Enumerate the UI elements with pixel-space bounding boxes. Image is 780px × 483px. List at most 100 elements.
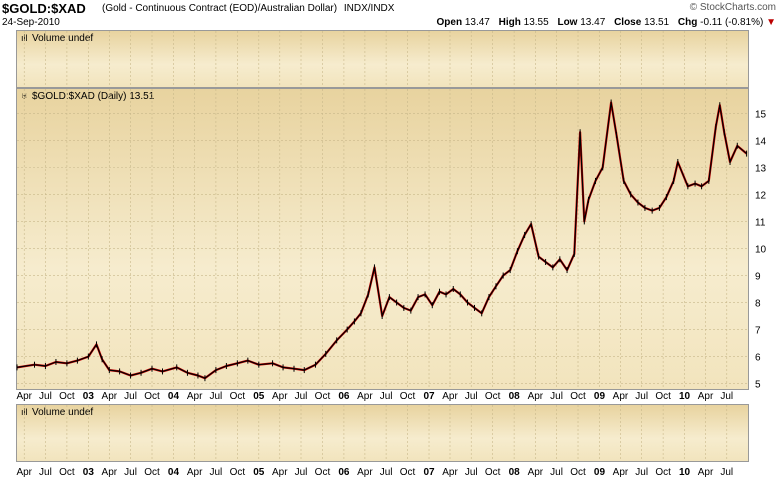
low-label: Low — [557, 17, 578, 28]
x-tick-label: Jul — [209, 391, 222, 402]
x-tick-label: Jul — [380, 391, 393, 402]
date-label: 24-Sep-2010 — [2, 17, 60, 28]
price-series-shadow — [16, 101, 748, 380]
x-tick-label-bottom: Jul — [295, 467, 308, 478]
x-tick-label: 03 — [83, 391, 95, 402]
x-tick-label: Jul — [124, 391, 137, 402]
x-tick-label: Jul — [39, 391, 52, 402]
x-tick-label-bottom: 09 — [594, 467, 606, 478]
x-tick-label: Apr — [272, 391, 288, 402]
x-tick-label: Oct — [230, 391, 246, 402]
x-tick-label-bottom: Apr — [272, 467, 288, 478]
close-label: Close — [614, 17, 642, 28]
y-tick-label: 9 — [755, 271, 761, 282]
x-tick-label: Apr — [187, 391, 203, 402]
x-tick-label: 07 — [423, 391, 435, 402]
price-panel-label: ♅ $GOLD:$XAD (Daily) 13.51 — [21, 91, 154, 102]
chart-header: $GOLD:$XAD (Gold - Continuous Contract (… — [2, 0, 778, 28]
x-tick-label: Jul — [635, 391, 648, 402]
low-value: 13.47 — [580, 17, 606, 28]
x-tick-label-bottom: 10 — [679, 467, 691, 478]
x-tick-label: Oct — [144, 391, 160, 402]
x-tick-label: Jul — [720, 391, 733, 402]
y-tick-label: 8 — [755, 299, 761, 310]
x-tick-label-bottom: 03 — [83, 467, 95, 478]
chg-value: -0.11 (-0.81%) — [700, 17, 764, 28]
x-tick-label-bottom: Apr — [613, 467, 629, 478]
x-tick-label: 05 — [253, 391, 265, 402]
x-tick-label-bottom: Apr — [16, 467, 32, 478]
x-tick-label-bottom: 08 — [509, 467, 521, 478]
high-value: 13.55 — [523, 17, 549, 28]
x-tick-label: Oct — [315, 391, 331, 402]
brand-logo[interactable]: © StockCharts.com — [689, 2, 776, 13]
x-tick-label: Jul — [550, 391, 563, 402]
price-bar-icon: ♅ — [21, 91, 28, 101]
x-tick-label: Apr — [357, 391, 373, 402]
volume-panel-bottom: ıll Volume undef — [16, 404, 749, 462]
x-tick-label-bottom: 05 — [253, 467, 265, 478]
volume-top-label: ıll Volume undef — [21, 33, 93, 44]
volume-panel-top: ıll Volume undef — [16, 30, 749, 88]
high-label: High — [498, 17, 521, 28]
x-tick-label: Jul — [465, 391, 478, 402]
x-tick-label-bottom: Oct — [570, 467, 586, 478]
x-tick-label: 09 — [594, 391, 606, 402]
x-tick-label: 04 — [168, 391, 180, 402]
x-tick-label-bottom: Apr — [187, 467, 203, 478]
y-tick-label: 6 — [755, 353, 761, 364]
x-tick-label-bottom: Jul — [209, 467, 222, 478]
x-tick-label-bottom: Jul — [635, 467, 648, 478]
volume-bar-icon: ıll — [21, 33, 28, 43]
y-tick-label: 5 — [755, 380, 761, 391]
x-tick-label: 10 — [679, 391, 691, 402]
symbol-description: (Gold - Continuous Contract (EOD)/Austra… — [102, 3, 394, 14]
volume-bottom-label-text: Volume undef — [32, 407, 94, 418]
x-tick-label-bottom: Apr — [528, 467, 544, 478]
x-tick-label-bottom: Jul — [550, 467, 563, 478]
x-tick-label-bottom: Oct — [59, 467, 75, 478]
price-series-line — [16, 101, 747, 379]
x-tick-label: Oct — [655, 391, 671, 402]
x-tick-label-bottom: 06 — [338, 467, 350, 478]
x-tick-label-bottom: Oct — [230, 467, 246, 478]
open-label: Open — [436, 17, 463, 28]
open-value: 13.47 — [464, 17, 490, 28]
ohlc-readout: Open 13.47 High 13.55 Low 13.47 Close 13… — [431, 17, 777, 28]
description-text: (Gold - Continuous Contract (EOD)/Austra… — [102, 3, 338, 14]
chg-down-arrow-icon: ▼ — [766, 17, 776, 28]
x-tick-label: Apr — [528, 391, 544, 402]
x-tick-label: Apr — [613, 391, 629, 402]
y-tick-label: 11 — [755, 217, 766, 228]
volume-bar-icon-2: ıll — [21, 407, 28, 417]
x-tick-label-bottom: Oct — [485, 467, 501, 478]
x-tick-label-bottom: Jul — [720, 467, 733, 478]
chg-label: Chg — [677, 17, 698, 28]
y-tick-label: 15 — [755, 109, 767, 120]
y-tick-label: 13 — [755, 163, 767, 174]
x-tick-label-bottom: Jul — [465, 467, 478, 478]
x-tick-label: 08 — [509, 391, 521, 402]
x-tick-label-bottom: Jul — [39, 467, 52, 478]
x-tick-label-bottom: Jul — [124, 467, 137, 478]
x-tick-label-bottom: 07 — [423, 467, 435, 478]
x-tick-label-bottom: Apr — [442, 467, 458, 478]
price-label-text: $GOLD:$XAD (Daily) 13.51 — [32, 91, 155, 102]
volume-top-label-text: Volume undef — [32, 33, 94, 44]
y-tick-label: 12 — [755, 190, 767, 201]
x-tick-label-bottom: Apr — [698, 467, 714, 478]
x-tick-label-bottom: 04 — [168, 467, 180, 478]
x-tick-label: Apr — [16, 391, 32, 402]
y-tick-label: 7 — [755, 326, 761, 337]
x-tick-label-bottom: Jul — [380, 467, 393, 478]
x-tick-label-bottom: Oct — [144, 467, 160, 478]
x-tick-label-bottom: Oct — [655, 467, 671, 478]
x-tick-label-bottom: Apr — [102, 467, 118, 478]
x-tick-label: Oct — [400, 391, 416, 402]
price-panel: ♅ $GOLD:$XAD (Daily) 13.51 — [16, 88, 749, 390]
x-tick-label-bottom: Apr — [357, 467, 373, 478]
volume-bottom-label: ıll Volume undef — [21, 407, 93, 418]
x-tick-label: Jul — [295, 391, 308, 402]
symbol-title: $GOLD:$XAD — [2, 1, 86, 16]
